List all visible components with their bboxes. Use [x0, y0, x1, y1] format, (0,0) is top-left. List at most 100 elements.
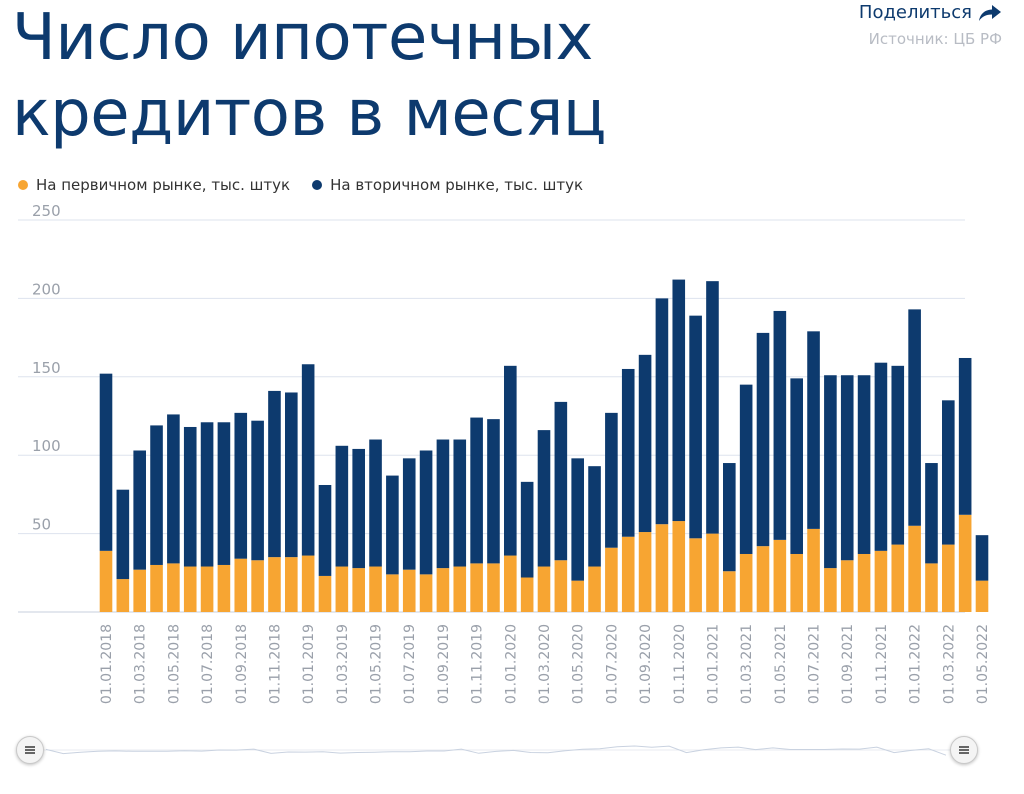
- bar-primary[interactable]: [908, 525, 921, 612]
- bar-secondary[interactable]: [99, 373, 113, 551]
- bar-primary[interactable]: [638, 532, 652, 612]
- bar-primary[interactable]: [402, 569, 416, 612]
- bar-primary[interactable]: [857, 553, 871, 612]
- bar-primary[interactable]: [318, 575, 332, 612]
- bar-primary[interactable]: [234, 558, 248, 612]
- bar-primary[interactable]: [605, 547, 618, 612]
- bar-primary[interactable]: [167, 563, 180, 612]
- bar-primary[interactable]: [335, 566, 349, 612]
- bar-secondary[interactable]: [251, 420, 264, 561]
- bar-secondary[interactable]: [756, 332, 770, 547]
- share-button[interactable]: Поделиться: [859, 2, 1002, 23]
- bar-primary[interactable]: [453, 566, 467, 612]
- bar-secondary[interactable]: [571, 458, 584, 581]
- bar-primary[interactable]: [369, 566, 382, 612]
- bar-primary[interactable]: [520, 577, 534, 612]
- bar-secondary[interactable]: [958, 357, 972, 515]
- bar-secondary[interactable]: [167, 414, 180, 564]
- bar-secondary[interactable]: [150, 425, 163, 565]
- bar-secondary[interactable]: [588, 466, 601, 567]
- range-navigator[interactable]: [16, 732, 978, 768]
- bar-primary[interactable]: [672, 521, 686, 612]
- legend-item-primary[interactable]: На первичном рынке, тыс. штук: [18, 176, 290, 194]
- bar-secondary[interactable]: [807, 331, 820, 529]
- bar-secondary[interactable]: [504, 365, 517, 556]
- bar-primary[interactable]: [251, 560, 264, 612]
- bar-secondary[interactable]: [268, 390, 281, 558]
- bar-primary[interactable]: [739, 553, 753, 612]
- bar-primary[interactable]: [756, 546, 770, 612]
- bar-primary[interactable]: [891, 544, 905, 612]
- bar-secondary[interactable]: [840, 375, 854, 561]
- bar-secondary[interactable]: [234, 412, 248, 559]
- bar-primary[interactable]: [217, 564, 231, 612]
- bar-primary[interactable]: [352, 568, 365, 612]
- bar-secondary[interactable]: [874, 362, 888, 551]
- bar-secondary[interactable]: [908, 309, 921, 526]
- bar-primary[interactable]: [840, 560, 854, 612]
- bar-primary[interactable]: [689, 538, 702, 612]
- bar-primary[interactable]: [436, 568, 450, 612]
- bar-secondary[interactable]: [453, 439, 467, 567]
- bar-primary[interactable]: [807, 528, 820, 612]
- bar-secondary[interactable]: [689, 315, 702, 539]
- bar-secondary[interactable]: [285, 392, 298, 558]
- bar-secondary[interactable]: [655, 298, 669, 525]
- bar-secondary[interactable]: [436, 439, 450, 569]
- navigator-left-handle[interactable]: [16, 736, 44, 764]
- bar-secondary[interactable]: [520, 481, 534, 578]
- bar-primary[interactable]: [470, 563, 483, 612]
- bar-secondary[interactable]: [621, 368, 635, 537]
- bar-secondary[interactable]: [857, 375, 871, 554]
- bar-primary[interactable]: [975, 580, 989, 612]
- bar-secondary[interactable]: [217, 422, 231, 565]
- bar-primary[interactable]: [706, 533, 719, 612]
- bar-primary[interactable]: [942, 544, 955, 612]
- bar-primary[interactable]: [183, 566, 197, 612]
- bar-secondary[interactable]: [386, 475, 399, 575]
- bar-secondary[interactable]: [605, 412, 618, 548]
- bar-secondary[interactable]: [773, 310, 787, 540]
- bar-secondary[interactable]: [487, 419, 500, 564]
- bar-secondary[interactable]: [975, 535, 989, 581]
- bar-primary[interactable]: [386, 574, 399, 612]
- bar-primary[interactable]: [571, 580, 584, 612]
- bar-primary[interactable]: [925, 563, 938, 612]
- bar-secondary[interactable]: [402, 458, 416, 570]
- bar-secondary[interactable]: [133, 450, 146, 570]
- bar-secondary[interactable]: [318, 484, 332, 576]
- bar-primary[interactable]: [285, 557, 298, 612]
- bar-secondary[interactable]: [419, 450, 433, 575]
- bar-secondary[interactable]: [638, 354, 652, 533]
- bar-secondary[interactable]: [723, 463, 736, 572]
- bar-secondary[interactable]: [470, 417, 483, 564]
- bar-primary[interactable]: [419, 574, 433, 612]
- bar-primary[interactable]: [621, 536, 635, 612]
- bar-primary[interactable]: [958, 514, 972, 612]
- bar-secondary[interactable]: [301, 364, 315, 556]
- bar-primary[interactable]: [116, 579, 130, 612]
- bar-primary[interactable]: [301, 555, 315, 612]
- bar-primary[interactable]: [150, 564, 163, 612]
- bar-secondary[interactable]: [554, 401, 568, 561]
- bar-secondary[interactable]: [672, 279, 686, 522]
- bar-secondary[interactable]: [116, 489, 130, 580]
- bar-primary[interactable]: [874, 550, 888, 612]
- bar-secondary[interactable]: [824, 375, 837, 569]
- bar-primary[interactable]: [268, 557, 281, 612]
- bar-secondary[interactable]: [335, 445, 349, 567]
- bar-secondary[interactable]: [925, 463, 938, 564]
- bar-secondary[interactable]: [891, 365, 905, 545]
- bar-primary[interactable]: [200, 566, 214, 612]
- bar-secondary[interactable]: [706, 281, 719, 534]
- bar-primary[interactable]: [133, 569, 146, 612]
- bar-secondary[interactable]: [183, 426, 197, 567]
- bar-secondary[interactable]: [942, 400, 955, 545]
- bar-secondary[interactable]: [200, 422, 214, 567]
- bar-primary[interactable]: [554, 560, 568, 612]
- bar-primary[interactable]: [790, 553, 803, 612]
- navigator-right-handle[interactable]: [950, 736, 978, 764]
- bar-secondary[interactable]: [369, 439, 382, 567]
- bar-primary[interactable]: [723, 571, 736, 612]
- bar-secondary[interactable]: [739, 384, 753, 554]
